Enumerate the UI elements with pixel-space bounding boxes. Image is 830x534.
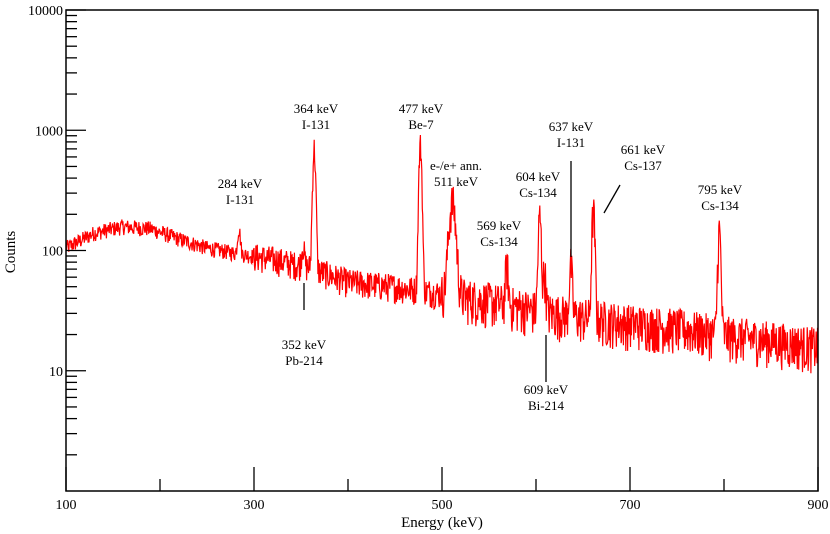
annotation-energy: 604 keV [516,169,561,184]
annotation-isotope: I-131 [302,117,330,132]
annotation-pointer-line [603,184,621,214]
x-axis-label: Energy (keV) [401,515,483,531]
annotation-isotope: Cs-134 [519,185,557,200]
annotation-energy: 477 keV [399,101,444,116]
annotation-energy: 352 keV [282,337,327,352]
annotation-isotope: Pb-214 [285,353,323,368]
axis-ticks: 100 300 500 700 900 10 100 1000 10000 [28,4,829,513]
annotation-energy: 364 keV [294,101,339,116]
annotation-energy: 661 keV [621,142,666,157]
annotation-isotope: I-131 [226,192,254,207]
annotation-isotope: I-131 [557,135,585,150]
plot-frame [65,9,819,492]
x-tick-label: 300 [244,498,265,513]
annotation-energy: 609 keV [524,382,569,397]
y-tick-label: 100 [42,245,63,260]
annotation-isotope: Cs-134 [701,198,739,213]
spectrum-line [65,134,819,374]
annotation-isotope: Be-7 [408,117,434,132]
y-tick-label: 10 [49,365,63,380]
annotation-energy: e-/e+ ann. [430,158,482,173]
annotation-isotope: Cs-137 [624,158,662,173]
x-tick-label: 700 [620,498,641,513]
x-tick-label: 500 [432,498,453,513]
annotation-energy: 795 keV [698,182,743,197]
annotation-isotope: 511 keV [434,174,479,189]
spectrum-series [65,134,819,374]
y-tick-label: 1000 [35,124,63,139]
annotation-isotope: Bi-214 [528,398,565,413]
annotation-isotope: Cs-134 [480,234,518,249]
y-tick-label: 10000 [28,4,63,19]
x-tick-label: 900 [808,498,829,513]
annotation-energy: 284 keV [218,176,263,191]
annotation-energy: 637 keV [549,119,594,134]
annotation-energy: 569 keV [477,218,522,233]
y-axis-label: Counts [3,231,19,274]
x-tick-label: 100 [56,498,77,513]
